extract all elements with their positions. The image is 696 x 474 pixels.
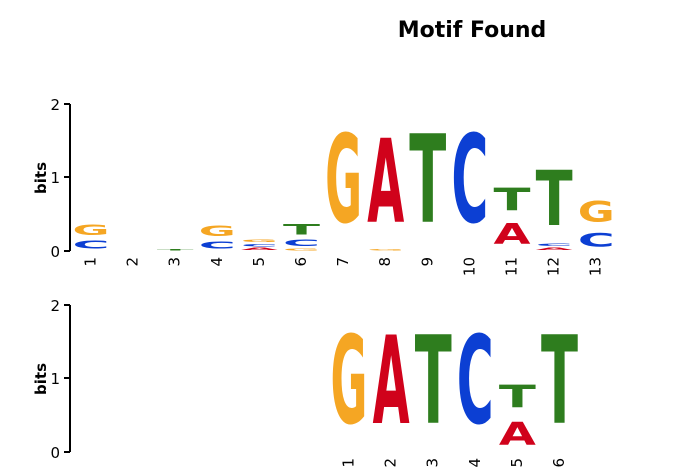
logo-letter-A: A [241, 247, 279, 251]
logo-letter-T: T [409, 111, 446, 252]
logo-stacks: G A T C AT T [331, 310, 578, 453]
logo-letter-C: C [73, 238, 110, 251]
position-label: 5 [508, 458, 526, 468]
logo-letter-C: C [578, 229, 615, 251]
position-label: 5 [250, 257, 268, 267]
position-label: 11 [503, 257, 521, 276]
position-label: 3 [166, 257, 184, 267]
position-label: 12 [545, 257, 563, 276]
y-axis-label: bits [32, 363, 50, 395]
logo-letter-G: G [241, 239, 278, 243]
logo-letter-G: G [325, 109, 362, 251]
y-axis-label: bits [32, 162, 50, 194]
logo-letter-C: C [451, 110, 488, 251]
logo-letter-A: A [536, 247, 574, 251]
position-label: 2 [124, 257, 142, 267]
position-labels: 1 2 3 4 5 6 [340, 458, 569, 468]
position-label: 2 [382, 458, 400, 468]
position-label: 7 [334, 257, 352, 267]
logo-letter-G: G [367, 250, 404, 251]
logo-letter-G: G [331, 310, 368, 452]
position-label: 10 [460, 257, 478, 276]
logo-letter-C: C [536, 243, 573, 247]
logo-letter-G: G [199, 222, 236, 239]
position-label: 13 [587, 257, 605, 276]
logo-letter-T: T [536, 156, 573, 243]
logo-letter-A: A [499, 415, 537, 452]
logo-letter-A: A [494, 219, 532, 251]
ytick-label: 2 [50, 96, 60, 114]
position-labels: 1 2 3 4 5 6 7 8 9 10 11 12 13 [82, 257, 605, 276]
ytick-label: 0 [50, 444, 60, 462]
position-label: 6 [292, 257, 310, 267]
logo-letter-G: G [283, 248, 320, 251]
logo-letter-C: C [457, 311, 494, 452]
position-label: 1 [340, 458, 358, 468]
page-title: Motif Found [397, 18, 547, 43]
logo-letter-T: T [157, 250, 194, 251]
logo-letter-A: A [373, 310, 410, 452]
position-label: 6 [550, 458, 568, 468]
logo-letter-T: T [415, 312, 452, 453]
logo-letter-C: C [283, 238, 320, 248]
logo-letter-T: T [499, 379, 536, 415]
logo-letter-G: G [578, 195, 615, 229]
logo-letter-T: T [541, 312, 578, 453]
ytick-label: 1 [50, 169, 60, 187]
logo-letter-C: C [241, 243, 278, 247]
logo-letter-C: C [199, 239, 236, 251]
position-label: 1 [82, 257, 100, 267]
logo-letter-T: T [494, 182, 531, 218]
logo-letter-T: T [283, 222, 320, 238]
ytick-label: 2 [50, 297, 60, 315]
position-label: 4 [208, 257, 226, 267]
logo-letter-A: A [367, 115, 404, 250]
logo-letter-G: G [73, 222, 110, 239]
position-label: 8 [376, 257, 394, 267]
position-label: 4 [466, 458, 484, 468]
position-label: 9 [418, 257, 436, 267]
ytick-label: 1 [50, 370, 60, 388]
position-label: 3 [424, 458, 442, 468]
ytick-label: 0 [50, 243, 60, 261]
